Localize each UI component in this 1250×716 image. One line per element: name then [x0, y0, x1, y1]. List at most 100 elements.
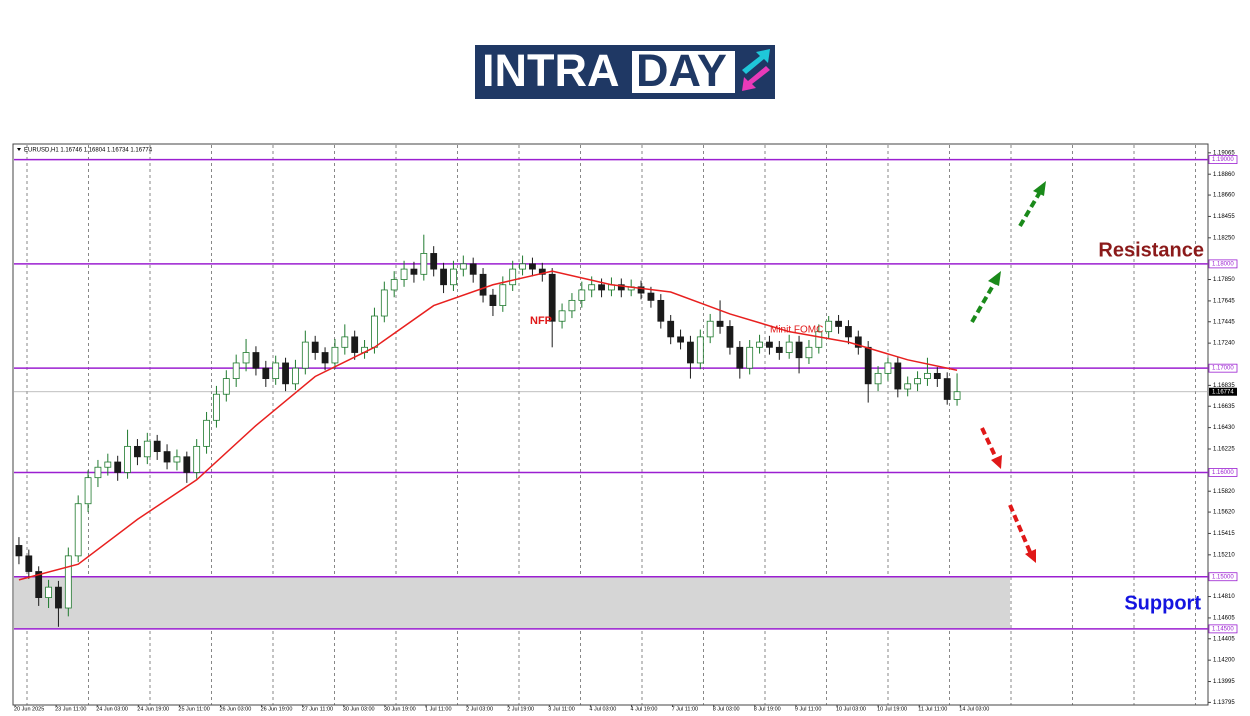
x-tick-label: 4 Jul 19:00 — [631, 706, 658, 712]
candle — [143, 432, 151, 465]
candle-body — [785, 341, 793, 353]
candle-body — [331, 346, 339, 364]
level-label: 1.16000 — [1212, 470, 1234, 476]
candle-body — [380, 289, 388, 317]
x-tick-label: 26 Jun 19:00 — [261, 706, 293, 712]
candle-body — [667, 320, 675, 338]
y-tick-label: 1.15210 — [1213, 552, 1235, 558]
candle-body — [706, 320, 714, 338]
candle-body — [440, 268, 447, 286]
arrow-head — [1025, 549, 1036, 563]
y-tick-label: 1.19065 — [1213, 150, 1235, 156]
symbol-marker — [17, 148, 21, 151]
level-label: 1.19000 — [1212, 157, 1234, 163]
arrows — [970, 181, 1046, 563]
candle-body — [410, 268, 418, 275]
candle — [252, 346, 260, 376]
candle — [469, 257, 477, 283]
candle — [450, 260, 457, 291]
symbol-info: EURUSD,H1 1.16746 1.16804 1.16734 1.1677… — [24, 148, 153, 154]
candle-body — [311, 341, 319, 353]
candle-body — [124, 445, 131, 473]
candle-body — [815, 331, 823, 348]
x-tick-label: 1 Jul 11:00 — [425, 706, 452, 712]
price-label-box — [1209, 387, 1237, 396]
candle — [114, 455, 122, 481]
candle — [213, 385, 220, 428]
candle-body — [696, 336, 704, 364]
y-tick-label: 1.13995 — [1213, 679, 1235, 685]
candle-body — [795, 341, 803, 359]
logo-arrow-down — [742, 66, 770, 91]
candle — [380, 281, 388, 323]
y-tick-label: 1.14200 — [1213, 658, 1235, 664]
y-tick-label: 1.18860 — [1213, 172, 1235, 178]
candle-body — [282, 362, 289, 385]
candle-body — [509, 268, 517, 286]
candle — [361, 340, 368, 359]
candle — [736, 341, 744, 379]
candle-body — [914, 378, 921, 385]
candle-body — [351, 336, 359, 353]
candle-body — [657, 299, 665, 322]
candle-body — [647, 292, 655, 301]
candle-body — [232, 362, 240, 379]
x-tick-label: 8 Jul 03:00 — [713, 706, 740, 712]
candle — [64, 547, 72, 617]
candle-body — [894, 362, 902, 390]
candle — [696, 329, 704, 370]
candle-body — [45, 586, 52, 598]
y-tick-label: 1.13795 — [1213, 700, 1235, 706]
level-label-box — [1208, 624, 1238, 634]
candle — [805, 340, 813, 364]
candle — [124, 429, 131, 479]
x-tick-label: 30 Jun 19:00 — [384, 706, 416, 712]
x-tick-label: 27 Jun 11:00 — [302, 706, 333, 712]
candle-body — [538, 268, 546, 275]
candle — [953, 373, 961, 406]
y-tick-label: 1.14605 — [1213, 616, 1235, 622]
candle-body — [74, 503, 82, 557]
x-tick-label: 23 Jun 11:00 — [55, 706, 86, 712]
candle — [163, 444, 171, 470]
candle-body — [568, 299, 576, 312]
candle-body — [617, 284, 625, 291]
level-label: 1.14500 — [1212, 626, 1234, 632]
candle — [134, 439, 141, 466]
candle-body — [904, 383, 912, 390]
candle — [232, 354, 240, 387]
candle-body — [845, 326, 852, 338]
x-tick-label: 8 Jul 19:00 — [754, 706, 781, 712]
candle-body — [529, 263, 536, 270]
candle-body — [400, 268, 408, 280]
candle-body — [677, 336, 684, 343]
support-label: Support — [1124, 592, 1201, 614]
x-tick-label: 9 Jul 11:00 — [795, 706, 822, 712]
level-label-box — [1208, 468, 1238, 477]
level-label: 1.17000 — [1212, 366, 1234, 372]
x-tick-label: 10 Jul 03:00 — [836, 706, 866, 712]
candle — [430, 246, 438, 277]
candle-body — [736, 346, 744, 369]
candle — [351, 330, 359, 360]
candle-body — [143, 440, 151, 458]
candle-body — [469, 263, 477, 275]
candle — [716, 300, 724, 334]
candle — [153, 434, 161, 460]
arrow-up — [970, 281, 997, 323]
candle-body — [222, 378, 230, 395]
candle-body — [301, 341, 309, 369]
candle — [943, 372, 951, 405]
candle — [519, 255, 526, 276]
candle — [242, 338, 250, 372]
x-tick-label: 2 Jul 19:00 — [507, 706, 534, 712]
candle — [815, 324, 823, 354]
candle-body — [726, 326, 734, 348]
candle-body — [874, 372, 882, 385]
candle — [775, 341, 783, 360]
candle-body — [420, 253, 428, 275]
candle-body — [25, 555, 33, 572]
candle-body — [637, 286, 645, 294]
x-tick-label: 11 Jul 11:00 — [918, 706, 947, 712]
